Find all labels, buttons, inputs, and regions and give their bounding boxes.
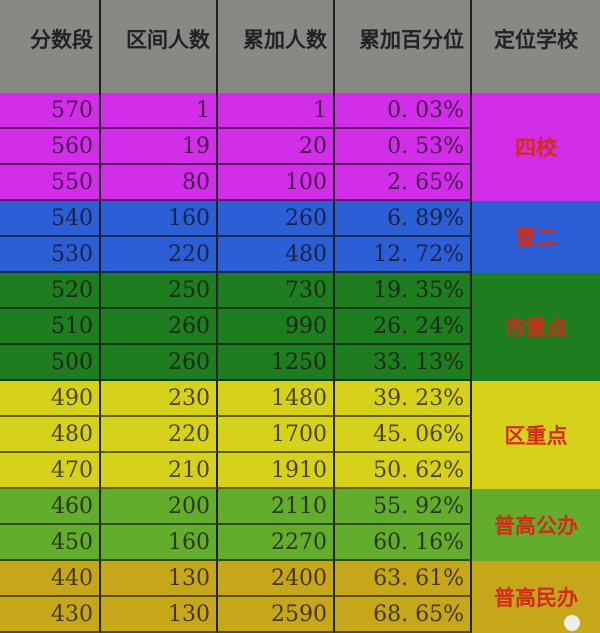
school-group-label: 区重点 bbox=[472, 381, 600, 489]
cell-score: 570 bbox=[0, 93, 101, 129]
table-row: 530 220 480 12. 72% bbox=[0, 237, 472, 273]
cell-score: 470 bbox=[0, 453, 101, 489]
school-group-label: 普高公办 bbox=[472, 489, 600, 561]
cell-percentile: 12. 72% bbox=[335, 237, 472, 273]
cell-count: 130 bbox=[101, 597, 218, 633]
table-row: 440 130 2400 63. 61% bbox=[0, 561, 472, 597]
cell-score: 560 bbox=[0, 129, 101, 165]
cell-score: 520 bbox=[0, 273, 101, 309]
cell-percentile: 6. 89% bbox=[335, 201, 472, 237]
header-score: 分数段 bbox=[0, 0, 101, 93]
cell-cumulative: 20 bbox=[218, 129, 335, 165]
cell-percentile: 50. 62% bbox=[335, 453, 472, 489]
cell-count: 19 bbox=[101, 129, 218, 165]
header-cumulative-count: 累加人数 bbox=[218, 0, 335, 93]
table-row: 470 210 1910 50. 62% bbox=[0, 453, 472, 489]
cell-score: 530 bbox=[0, 237, 101, 273]
cell-cumulative: 480 bbox=[218, 237, 335, 273]
table-row: 570 1 1 0. 03% bbox=[0, 93, 472, 129]
school-group-label: 市重点 bbox=[472, 273, 600, 381]
cell-percentile: 26. 24% bbox=[335, 309, 472, 345]
table-row: 480 220 1700 45. 06% bbox=[0, 417, 472, 453]
cell-count: 220 bbox=[101, 237, 218, 273]
cell-percentile: 45. 06% bbox=[335, 417, 472, 453]
header-cumulative-percentile: 累加百分位 bbox=[335, 0, 472, 93]
cell-score: 490 bbox=[0, 381, 101, 417]
cell-cumulative: 260 bbox=[218, 201, 335, 237]
cell-cumulative: 100 bbox=[218, 165, 335, 201]
header-interval-count: 区间人数 bbox=[101, 0, 218, 93]
table-row: 540 160 260 6. 89% bbox=[0, 201, 472, 237]
cell-percentile: 33. 13% bbox=[335, 345, 472, 381]
school-group-label: 普高民办 bbox=[472, 561, 600, 633]
cell-score: 460 bbox=[0, 489, 101, 525]
cell-cumulative: 2590 bbox=[218, 597, 335, 633]
cell-score: 540 bbox=[0, 201, 101, 237]
cell-cumulative: 1910 bbox=[218, 453, 335, 489]
cell-percentile: 2. 65% bbox=[335, 165, 472, 201]
cell-count: 80 bbox=[101, 165, 218, 201]
table-row: 450 160 2270 60. 16% bbox=[0, 525, 472, 561]
header-school: 定位学校 bbox=[494, 28, 578, 52]
cell-score: 450 bbox=[0, 525, 101, 561]
cell-count: 160 bbox=[101, 201, 218, 237]
cell-cumulative: 1250 bbox=[218, 345, 335, 381]
cell-percentile: 0. 03% bbox=[335, 93, 472, 129]
cell-percentile: 68. 65% bbox=[335, 597, 472, 633]
table-row: 430 130 2590 68. 65% bbox=[0, 597, 472, 633]
cell-cumulative: 2110 bbox=[218, 489, 335, 525]
cell-count: 130 bbox=[101, 561, 218, 597]
cell-cumulative: 2400 bbox=[218, 561, 335, 597]
cell-score: 480 bbox=[0, 417, 101, 453]
table-row: 510 260 990 26. 24% bbox=[0, 309, 472, 345]
table-row: 550 80 100 2. 65% bbox=[0, 165, 472, 201]
table-row: 490 230 1480 39. 23% bbox=[0, 381, 472, 417]
table-row: 520 250 730 19. 35% bbox=[0, 273, 472, 309]
cell-count: 1 bbox=[101, 93, 218, 129]
cell-cumulative: 1 bbox=[218, 93, 335, 129]
cell-cumulative: 1700 bbox=[218, 417, 335, 453]
cell-score: 440 bbox=[0, 561, 101, 597]
cell-percentile: 55. 92% bbox=[335, 489, 472, 525]
cell-percentile: 60. 16% bbox=[335, 525, 472, 561]
table-header: 分数段 区间人数 累加人数 累加百分位 定位学校 bbox=[0, 0, 600, 93]
table-row: 460 200 2110 55. 92% bbox=[0, 489, 472, 525]
school-group-label: 曹二 bbox=[472, 201, 600, 273]
cell-cumulative: 2270 bbox=[218, 525, 335, 561]
cell-count: 260 bbox=[101, 309, 218, 345]
cell-score: 510 bbox=[0, 309, 101, 345]
cell-percentile: 19. 35% bbox=[335, 273, 472, 309]
cell-percentile: 63. 61% bbox=[335, 561, 472, 597]
cell-cumulative: 1480 bbox=[218, 381, 335, 417]
watermark-icon bbox=[564, 615, 580, 631]
cell-count: 250 bbox=[101, 273, 218, 309]
cell-score: 500 bbox=[0, 345, 101, 381]
cell-cumulative: 990 bbox=[218, 309, 335, 345]
table-row: 500 260 1250 33. 13% bbox=[0, 345, 472, 381]
cell-percentile: 39. 23% bbox=[335, 381, 472, 417]
cell-count: 260 bbox=[101, 345, 218, 381]
cell-score: 430 bbox=[0, 597, 101, 633]
cell-count: 200 bbox=[101, 489, 218, 525]
cell-percentile: 0. 53% bbox=[335, 129, 472, 165]
school-group-label: 四校 bbox=[472, 93, 600, 201]
cell-count: 210 bbox=[101, 453, 218, 489]
cell-cumulative: 730 bbox=[218, 273, 335, 309]
table-row: 560 19 20 0. 53% bbox=[0, 129, 472, 165]
cell-score: 550 bbox=[0, 165, 101, 201]
cell-count: 160 bbox=[101, 525, 218, 561]
cell-count: 220 bbox=[101, 417, 218, 453]
cell-count: 230 bbox=[101, 381, 218, 417]
